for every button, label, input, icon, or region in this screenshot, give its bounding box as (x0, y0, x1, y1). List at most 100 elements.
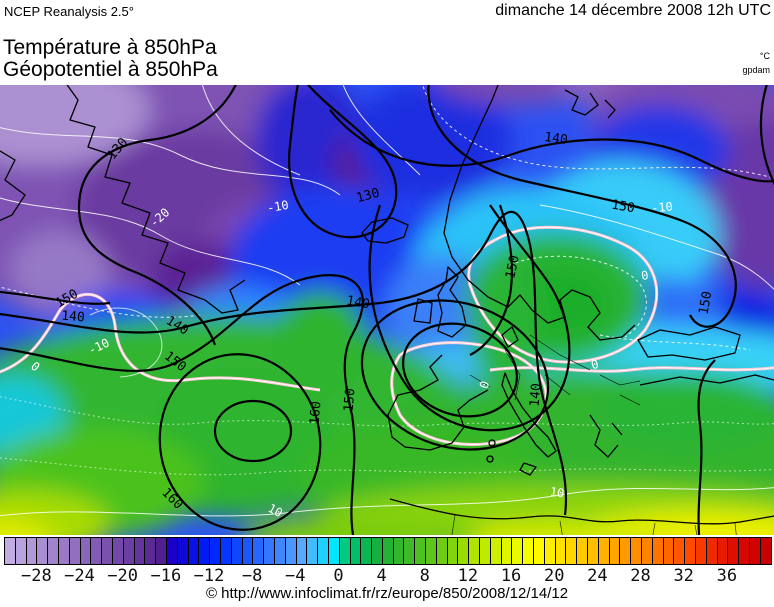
colorbar-cell (642, 538, 653, 564)
colorbar-cell (199, 538, 211, 564)
geopotential-contour-label: 160 (308, 401, 325, 426)
colorbar-cell (372, 538, 383, 564)
colorbar-cell (706, 538, 718, 564)
colorbar-cell (512, 538, 524, 564)
colorbar-tick: 16 (500, 566, 522, 586)
colorbar-cell (285, 538, 297, 564)
colorbar-tick: −16 (150, 566, 182, 586)
colorbar-tick: −28 (21, 566, 52, 586)
colorbar-cell (749, 538, 761, 564)
colorbar-cell (102, 538, 113, 564)
colorbar-cell (577, 538, 589, 564)
colorbar-cell (717, 538, 729, 564)
colorbar-cell (145, 538, 157, 564)
colorbar-tick: 24 (587, 566, 608, 586)
colorbar-cell (447, 538, 459, 564)
colorbar-cell (663, 538, 675, 564)
temperature-colorbar (4, 537, 772, 565)
colorbar-cell (156, 538, 167, 564)
colorbar-cell (307, 538, 319, 564)
colorbar-cell (415, 538, 427, 564)
colorbar-cell (37, 538, 49, 564)
colorbar-tick: 36 (716, 566, 738, 586)
colorbar-cell (598, 538, 610, 564)
geopotential-contour-label: 150 (503, 254, 523, 280)
geopotential-contour-label: 140 (543, 130, 568, 148)
colorbar-cell (404, 538, 416, 564)
temperature-contour-label: 10 (549, 485, 565, 501)
colorbar-cell (469, 538, 481, 564)
colorbar-cell (166, 538, 178, 564)
geopotential-contour-label: 150 (610, 198, 636, 217)
colorbar-cell (220, 538, 232, 564)
model-source-label: NCEP Reanalysis 2.5° (4, 4, 134, 19)
colorbar-cell (523, 538, 535, 564)
colorbar-cell (69, 538, 81, 564)
colorbar-cell (361, 538, 373, 564)
colorbar-cell (350, 538, 362, 564)
colorbar-cell (685, 538, 696, 564)
colorbar-cell (696, 538, 707, 564)
geopotential-contour-label: 130 (355, 186, 382, 207)
colorbar-cell (328, 538, 340, 564)
colorbar-tick: 28 (630, 566, 651, 586)
geopotential-unit-label: gpdam (742, 65, 770, 75)
geopotential-contour-label: 150 (342, 388, 359, 413)
colorbar-cell (48, 538, 59, 564)
colorbar-tick: −12 (193, 566, 225, 586)
temperature-contour-label: -10 (651, 200, 674, 216)
colorbar-cell (318, 538, 329, 564)
colorbar-cell (728, 538, 740, 564)
colorbar-cell (588, 538, 599, 564)
geopotential-contours (0, 74, 774, 546)
map-title-temperature: Température à 850hPa (3, 36, 217, 59)
colorbar-cell (242, 538, 254, 564)
temperature-contour-label: 0 (640, 268, 650, 283)
colorbar-cell (480, 538, 491, 564)
colorbar-cell (177, 538, 189, 564)
coastlines (0, 74, 774, 525)
valid-datetime-label: dimanche 14 décembre 2008 12h UTC (495, 2, 771, 19)
temperature-contour-label: -10 (266, 198, 290, 216)
colorbar-tick: 32 (673, 566, 694, 586)
colorbar-tick: 0 (333, 566, 344, 586)
colorbar-cell (188, 538, 200, 564)
colorbar-cell (210, 538, 221, 564)
map-title-geopotential: Géopotentiel à 850hPa (3, 58, 218, 81)
geopotential-contour-label: 140 (528, 383, 545, 408)
colorbar-tick: −8 (241, 566, 263, 586)
colorbar-cell (426, 538, 437, 564)
colorbar-cell (253, 538, 265, 564)
colorbar-cell (382, 538, 394, 564)
colorbar-cell (80, 538, 92, 564)
colorbar-cell (91, 538, 103, 564)
temperature-contour-label: 0 (477, 379, 493, 391)
colorbar-cell (674, 538, 686, 564)
colorbar-cell (652, 538, 664, 564)
temperature-unit-label: °C (759, 51, 770, 61)
colorbar-cell (5, 538, 16, 564)
geopotential-contour-label: 140 (345, 294, 371, 313)
colorbar-tick: 8 (419, 566, 430, 586)
colorbar-cell (631, 538, 643, 564)
colorbar-cell (620, 538, 632, 564)
colorbar-cell (609, 538, 621, 564)
colorbar-cell (58, 538, 70, 564)
temperature-contour-label: 0 (590, 357, 601, 372)
colorbar-cell (15, 538, 27, 564)
colorbar-cell (566, 538, 578, 564)
map-canvas: 130 130 140 140 140 140 140 150 150 150 150 150 150 1… (0, 15, 774, 565)
colorbar-tick: 20 (543, 566, 565, 586)
colorbar-cell (544, 538, 556, 564)
geopotential-contour-label: 150 (697, 290, 716, 316)
colorbar-tick: −20 (107, 566, 139, 586)
colorbar-cell (739, 538, 750, 564)
colorbar-cell (534, 538, 545, 564)
colorbar-cell (501, 538, 513, 564)
colorbar-cell (393, 538, 405, 564)
colorbar-cell (264, 538, 275, 564)
colorbar-cell (274, 538, 286, 564)
colorbar-cell (231, 538, 243, 564)
colorbar-tick: −4 (285, 566, 306, 586)
